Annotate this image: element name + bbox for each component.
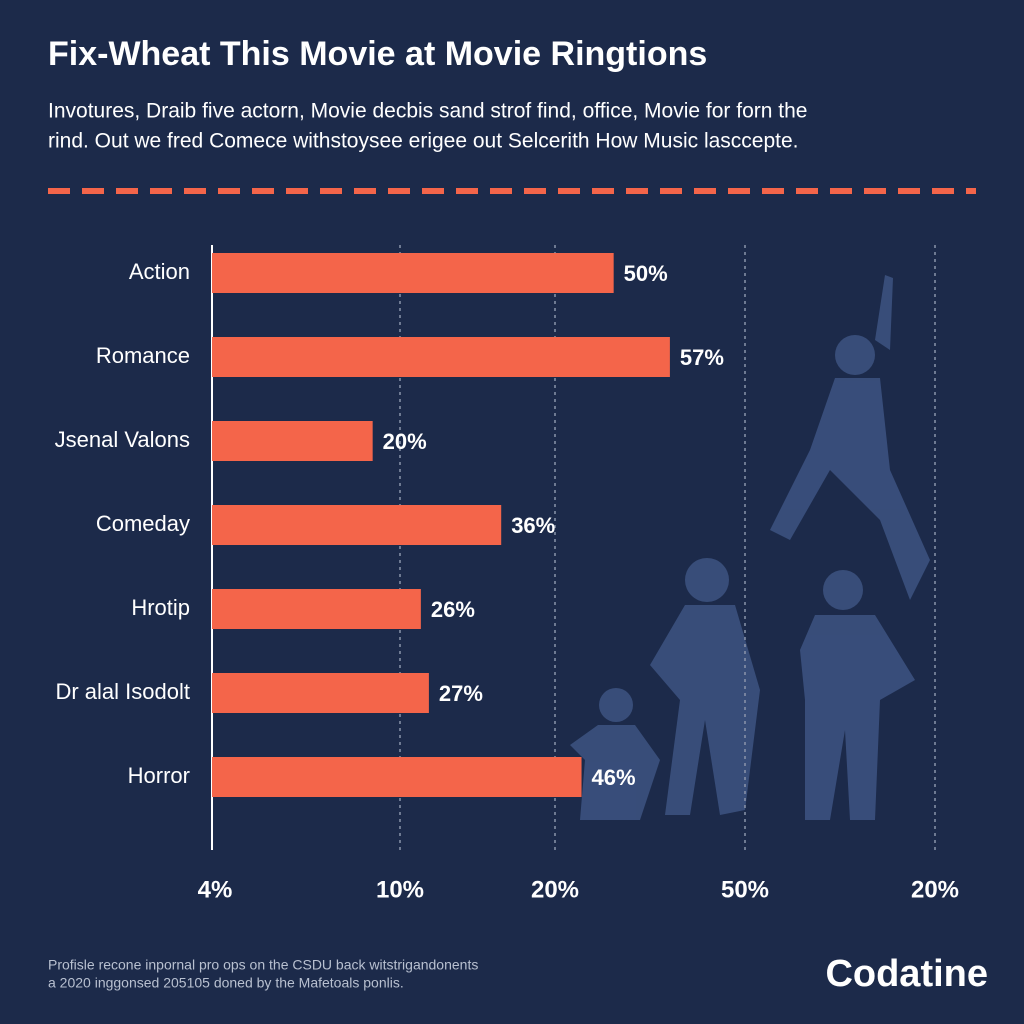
footer: Profisle recone inpornal pro ops on the … — [48, 957, 478, 973]
x-tick-label: 4% — [198, 876, 233, 903]
logo: Codatine — [825, 953, 988, 995]
x-tick-label: 20% — [531, 876, 579, 903]
bar — [212, 253, 614, 293]
category-label: Romance — [96, 343, 190, 368]
bar — [212, 505, 502, 545]
bar — [212, 673, 429, 713]
subtitle: rind. Out we fred Comece withstoysee eri… — [48, 130, 799, 153]
value-label: 46% — [592, 765, 636, 790]
x-tick-label: 10% — [376, 876, 424, 903]
value-label: 20% — [383, 429, 427, 454]
category-label: Hrotip — [131, 595, 190, 620]
bar — [212, 421, 373, 461]
footer: a 2020 inggonsed 205105 doned by the Maf… — [48, 975, 404, 991]
value-label: 27% — [439, 681, 483, 706]
subtitle: Invotures, Draib five actorn, Movie decb… — [48, 100, 807, 123]
category-label: Action — [129, 259, 190, 284]
x-tick-label: 50% — [721, 876, 769, 903]
value-label: 36% — [511, 513, 555, 538]
value-label: 26% — [431, 597, 475, 622]
category-label: Jsenal Valons — [55, 427, 190, 452]
value-label: 50% — [624, 261, 668, 286]
bar — [212, 589, 421, 629]
value-label: 57% — [680, 345, 724, 370]
chart-title: Fix-Wheat This Movie at Movie Ringtions — [48, 35, 707, 73]
silhouettes — [570, 275, 930, 820]
category-label: Dr alal Isodolt — [55, 679, 190, 704]
bar — [212, 757, 582, 797]
x-tick-label: 20% — [911, 876, 959, 903]
category-label: Horror — [128, 763, 190, 788]
category-label: Comeday — [96, 511, 190, 536]
bar — [212, 337, 670, 377]
